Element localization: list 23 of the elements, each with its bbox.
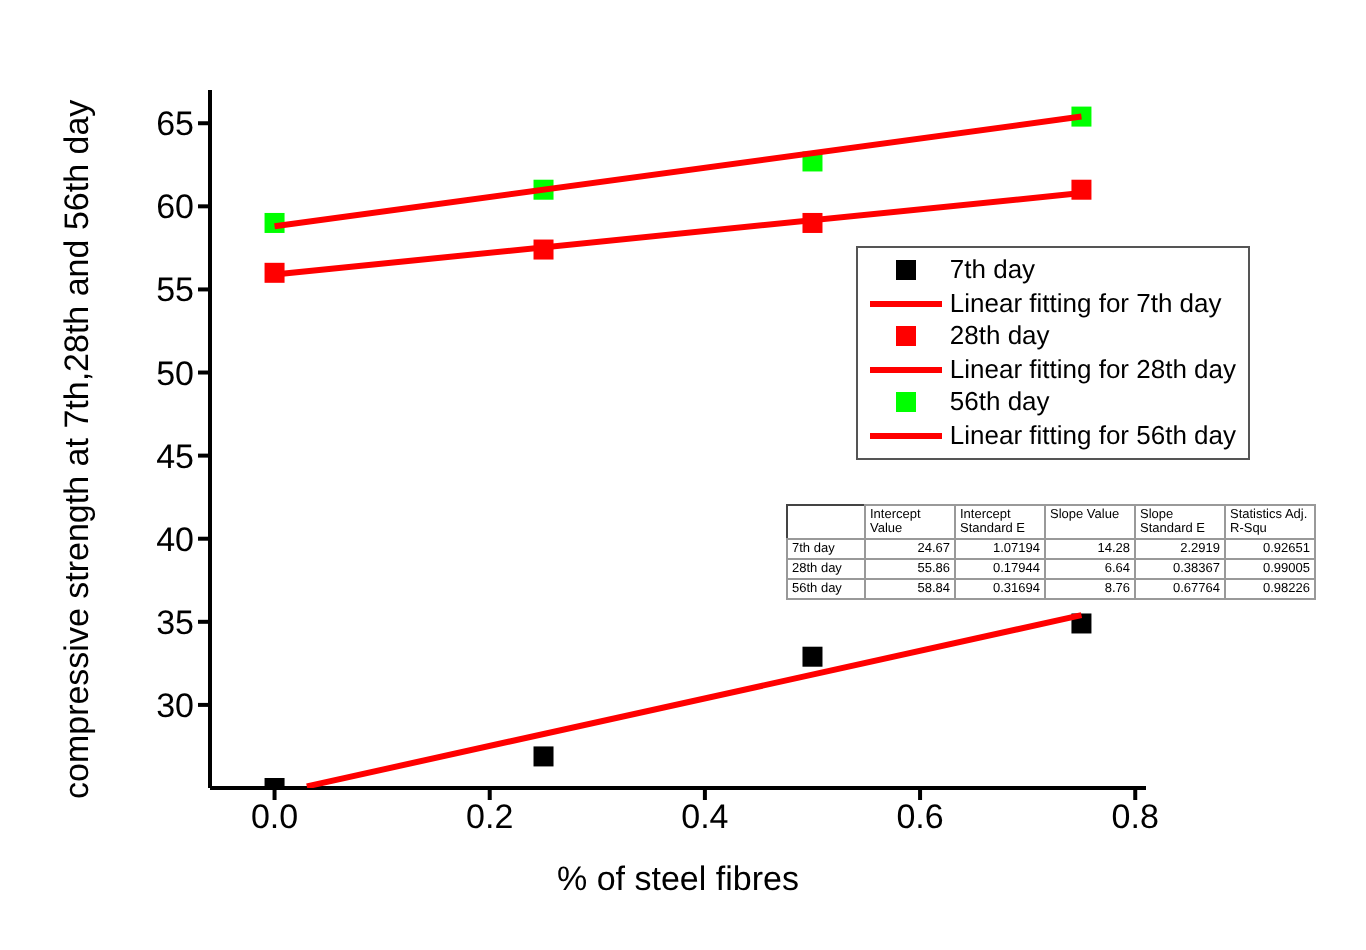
y-tick-label: 45 [156, 437, 194, 476]
x-tick-label: 0.0 [250, 798, 299, 837]
x-tick-label: 0.8 [1111, 798, 1159, 837]
x-tick-label: 0.4 [681, 798, 729, 837]
x-tick-label: 0.2 [466, 798, 514, 837]
y-axis-title: compressive strength at 7th,28th and 56th day [58, 98, 97, 799]
x-axis-title: % of steel fibres [557, 860, 799, 898]
legend-label: Linear fitting for 7th day [949, 287, 1222, 320]
legend-label: 28th day [949, 320, 1050, 353]
y-tick-label: 35 [156, 603, 194, 642]
x-tick-label: 0.6 [896, 798, 944, 837]
point [533, 746, 554, 767]
y-tick-label: 65 [156, 105, 194, 144]
y-tick-label: 40 [156, 520, 194, 559]
y-tick-label: 30 [156, 686, 194, 725]
legend-label: Linear fitting for 28th day [949, 353, 1236, 386]
point [802, 646, 823, 667]
y-tick-label: 60 [156, 188, 194, 227]
legend-label: Linear fitting for 56th day [949, 419, 1236, 452]
y-tick-label: 50 [156, 354, 194, 393]
legend-label: 56th day [949, 386, 1050, 419]
y-tick-label: 55 [156, 271, 194, 310]
legend-label: 7th day [949, 254, 1036, 287]
